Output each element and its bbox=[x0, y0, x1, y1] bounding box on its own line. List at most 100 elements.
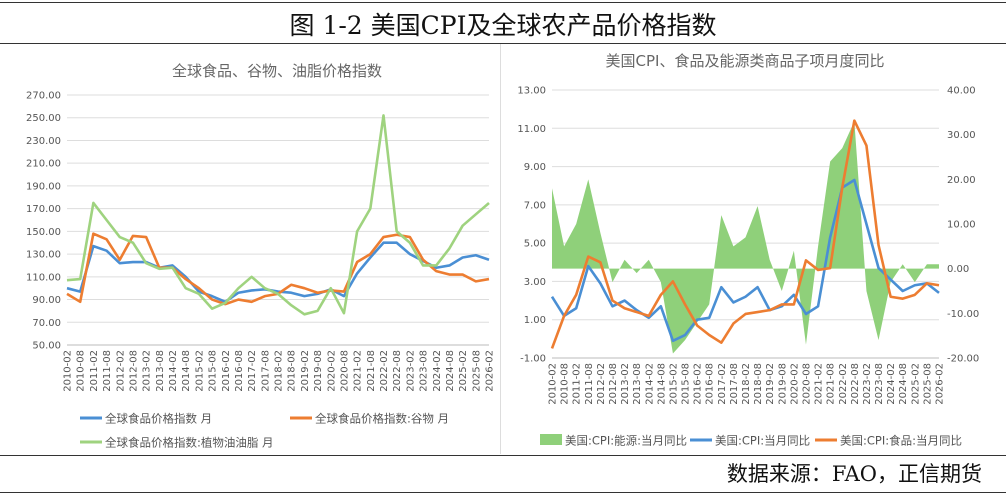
y2-tick-label: -20.00 bbox=[947, 354, 979, 365]
x-tick-label: 2021-08 bbox=[826, 363, 837, 405]
x-tick-label: 2017-08 bbox=[260, 350, 271, 392]
y-tick-label: 150.00 bbox=[26, 227, 61, 238]
chart-title: 美国CPI、食品及能源类商品子项月度同比 bbox=[606, 52, 885, 70]
x-tick-label: 2010-08 bbox=[560, 363, 571, 405]
x-tick-label: 2012-02 bbox=[596, 363, 607, 405]
y-tick-label: 130.00 bbox=[26, 250, 61, 261]
x-tick-label: 2013-02 bbox=[620, 363, 631, 405]
x-tick-label: 2012-02 bbox=[115, 350, 126, 392]
x-tick-label: 2020-02 bbox=[789, 363, 800, 405]
y-tick-label: 210.00 bbox=[26, 159, 61, 170]
source-rule-top bbox=[0, 455, 1006, 456]
y-tick-label: 5.00 bbox=[524, 239, 546, 250]
y2-tick-label: 40.00 bbox=[947, 86, 976, 97]
x-tick-label: 2012-08 bbox=[128, 350, 139, 392]
bottom-rule bbox=[0, 492, 1006, 493]
y-tick-label: 270.00 bbox=[26, 91, 61, 102]
top-rule bbox=[0, 2, 1006, 3]
x-tick-label: 2011-02 bbox=[89, 350, 100, 392]
x-tick-label: 2018-02 bbox=[741, 363, 752, 405]
y-tick-label: 13.00 bbox=[517, 86, 546, 97]
x-tick-label: 2011-02 bbox=[572, 363, 583, 405]
figure-title: 图 1-2 美国CPI及全球农产品价格指数 bbox=[289, 11, 717, 40]
x-tick-label: 2014-02 bbox=[644, 363, 655, 405]
x-tick-label: 2017-08 bbox=[729, 363, 740, 405]
x-tick-label: 2019-08 bbox=[777, 363, 788, 405]
legend-label: 全球食品价格指数 月 bbox=[105, 412, 212, 426]
x-tick-label: 2023-08 bbox=[419, 350, 430, 392]
y-tick-label: 70.00 bbox=[32, 318, 61, 329]
x-tick-label: 2021-02 bbox=[814, 363, 825, 405]
y-tick-label: 1.00 bbox=[524, 315, 546, 326]
x-tick-label: 2022-08 bbox=[850, 363, 861, 405]
x-tick-label: 2010-08 bbox=[76, 350, 87, 392]
y2-tick-label: 0.00 bbox=[947, 264, 969, 275]
x-tick-label: 2014-02 bbox=[168, 350, 179, 392]
data-source: 数据来源：FAO，正信期货 bbox=[726, 462, 982, 486]
chart-title: 全球食品、谷物、油脂价格指数 bbox=[172, 62, 382, 80]
x-tick-label: 2021-08 bbox=[366, 350, 377, 392]
x-tick-label: 2020-02 bbox=[326, 350, 337, 392]
y2-tick-label: 30.00 bbox=[947, 130, 976, 141]
x-tick-label: 2024-02 bbox=[432, 350, 443, 392]
x-tick-label: 2019-02 bbox=[765, 363, 776, 405]
x-tick-label: 2022-02 bbox=[838, 363, 849, 405]
x-tick-label: 2012-08 bbox=[608, 363, 619, 405]
x-tick-label: 2019-08 bbox=[313, 350, 324, 392]
y-tick-label: 50.00 bbox=[32, 341, 61, 352]
legend-label: 美国:CPI:当月同比 bbox=[715, 434, 810, 448]
x-tick-label: 2019-02 bbox=[300, 350, 311, 392]
x-tick-label: 2024-02 bbox=[886, 363, 897, 405]
x-tick-label: 2014-08 bbox=[181, 350, 192, 392]
x-tick-label: 2016-08 bbox=[234, 350, 245, 392]
us-cpi-chart: 美国CPI、食品及能源类商品子项月度同比 -1.00 1.00 3.00 5.00 7.0… bbox=[517, 52, 979, 448]
x-tick-label: 2011-08 bbox=[584, 363, 595, 405]
x-tick-label: 2025-02 bbox=[910, 363, 921, 405]
x-tick-label: 2015-08 bbox=[681, 363, 692, 405]
x-tick-label: 2018-02 bbox=[274, 350, 285, 392]
legend-label: 全球食品价格指数:谷物 月 bbox=[315, 412, 449, 426]
title-rule bbox=[0, 43, 1006, 44]
x-tick-label: 2017-02 bbox=[247, 350, 258, 392]
x-tick-label: 2015-02 bbox=[668, 363, 679, 405]
x-tick-label: 2017-02 bbox=[717, 363, 728, 405]
x-tick-label: 2013-08 bbox=[632, 363, 643, 405]
legend-swatch bbox=[540, 434, 562, 445]
x-tick-label: 2022-02 bbox=[379, 350, 390, 392]
y-tick-label: 7.00 bbox=[524, 200, 546, 211]
x-tick-label: 2024-08 bbox=[445, 350, 456, 392]
y-tick-label: 11.00 bbox=[517, 124, 546, 135]
x-tick-label: 2023-08 bbox=[874, 363, 885, 405]
y-tick-label: -1.00 bbox=[520, 354, 546, 365]
x-tick-label: 2016-08 bbox=[705, 363, 716, 405]
x-tick-label: 2013-08 bbox=[155, 350, 166, 392]
x-tick-label: 2026-02 bbox=[485, 350, 496, 392]
x-tick-label: 2021-02 bbox=[353, 350, 364, 392]
x-tick-label: 2023-02 bbox=[862, 363, 873, 405]
y-tick-label: 110.00 bbox=[26, 272, 61, 283]
x-tick-label: 2010-02 bbox=[63, 350, 74, 392]
x-tick-label: 2015-08 bbox=[208, 350, 219, 392]
x-tick-label: 2010-02 bbox=[548, 363, 559, 405]
y-tick-label: 250.00 bbox=[26, 113, 61, 124]
x-tick-label: 2016-02 bbox=[693, 363, 704, 405]
panel-divider bbox=[500, 44, 501, 454]
x-tick-label: 2011-08 bbox=[102, 350, 113, 392]
food-price-index-chart: 全球食品、谷物、油脂价格指数 50.00 70.00 90.00 110.00 130.0… bbox=[26, 62, 496, 450]
x-tick-label: 2025-02 bbox=[458, 350, 469, 392]
y-tick-label: 90.00 bbox=[32, 295, 61, 306]
x-tick-label: 2015-02 bbox=[194, 350, 205, 392]
energy-cpi-area bbox=[552, 121, 939, 354]
y2-tick-label: 20.00 bbox=[947, 175, 976, 186]
x-tick-label: 2014-08 bbox=[656, 363, 667, 405]
legend-label: 美国:CPI:食品:当月同比 bbox=[840, 434, 962, 448]
x-tick-label: 2022-08 bbox=[392, 350, 403, 392]
legend-label: 美国:CPI:能源:当月同比 bbox=[565, 434, 687, 448]
legend-label: 全球食品价格指数:植物油油脂 月 bbox=[105, 436, 274, 450]
x-tick-label: 2025-08 bbox=[471, 350, 482, 392]
y-tick-label: 230.00 bbox=[26, 136, 61, 147]
x-tick-label: 2018-08 bbox=[753, 363, 764, 405]
y-tick-label: 9.00 bbox=[524, 162, 546, 173]
x-tick-label: 2016-02 bbox=[221, 350, 232, 392]
